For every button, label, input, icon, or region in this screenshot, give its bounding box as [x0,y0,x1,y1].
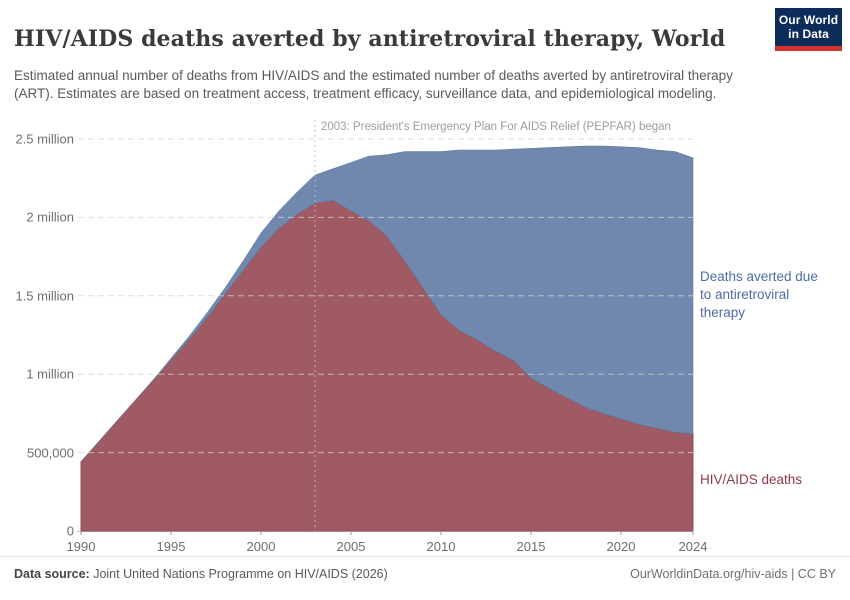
owid-logo-line1: Our World [778,12,839,27]
footer-divider [0,556,850,557]
x-tick-7: 2024 [678,539,708,554]
data-source-label: Data source: [14,567,90,581]
y-tick-1: 500,000 [27,445,74,461]
y-tick-2: 1 million [26,366,74,382]
x-tick-5: 2015 [516,539,546,554]
y-tick-3: 1.5 million [15,288,74,304]
y-tick-0: 0 [66,523,74,539]
owid-logo-line2: in Data [788,27,829,41]
data-source-text: Joint United Nations Programme on HIV/AI… [89,567,388,581]
x-tick-0: 1990 [66,539,96,554]
x-tick-2: 2000 [246,539,276,554]
series-label-deaths-averted[interactable]: Deaths averted due to antiretroviral the… [700,269,818,320]
x-tick-6: 2020 [606,539,636,554]
y-tick-5: 2.5 million [15,131,74,147]
x-tick-3: 2005 [336,539,366,554]
series-label-hiv-aids-deaths[interactable]: HIV/AIDS deaths [700,472,803,487]
y-tick-4: 2 million [26,209,74,225]
chart-title: HIV/AIDS deaths averted by antiretrovira… [14,25,726,52]
chart-subtitle: Estimated annual number of deaths from H… [14,67,733,101]
x-tick-4: 2010 [426,539,456,554]
x-tick-1: 1995 [156,539,186,554]
pepfar-annotation: 2003: President's Emergency Plan For AID… [321,121,671,133]
owid-logo-text: Our World in Data [779,13,838,42]
footer: Data source: Joint United Nations Progra… [14,567,836,581]
owid-logo[interactable]: Our World in Data [775,8,842,51]
owid-credit-link[interactable]: OurWorldinData.org/hiv-aids | CC BY [630,567,836,581]
data-source: Data source: Joint United Nations Progra… [14,567,388,581]
